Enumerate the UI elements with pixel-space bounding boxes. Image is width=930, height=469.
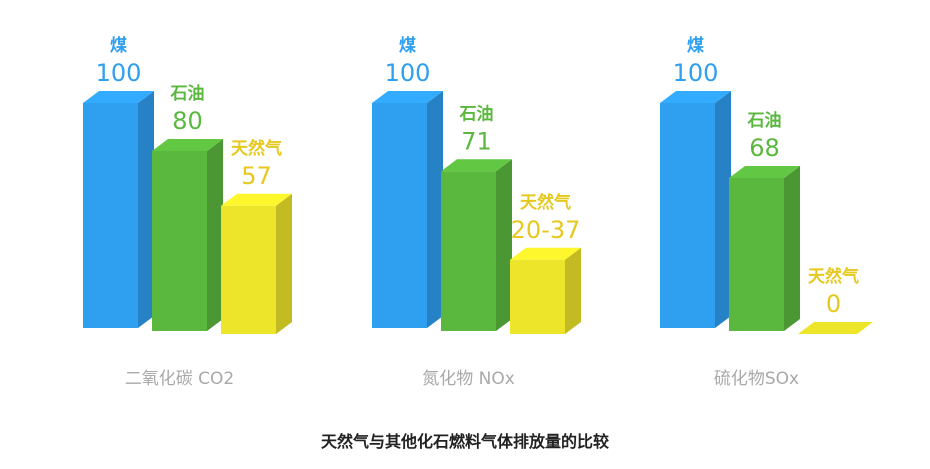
bar — [798, 322, 873, 334]
data-label: 20-37 — [511, 216, 581, 244]
data-label: 71 — [461, 127, 492, 155]
series-label: 煤 — [687, 35, 704, 56]
bar-top — [729, 166, 800, 178]
series-label: 天然气 — [520, 192, 571, 213]
bar-side — [138, 91, 154, 328]
category-label: 氮化物 NOx — [422, 369, 515, 389]
series-label: 煤 — [399, 35, 416, 56]
series-label: 天然气 — [231, 138, 282, 159]
bar-top — [221, 193, 292, 206]
data-label: 68 — [749, 134, 780, 162]
bar-side — [207, 139, 223, 331]
series-label: 天然气 — [808, 266, 859, 287]
bar-side — [496, 159, 512, 331]
category-label: 二氧化碳 CO2 — [125, 369, 234, 389]
bar-top — [660, 91, 731, 103]
bar-side — [784, 166, 800, 331]
bar-side — [276, 193, 292, 334]
data-label: 0 — [826, 290, 841, 318]
bar-top — [83, 91, 154, 103]
bar — [152, 151, 207, 331]
bar-top — [372, 91, 443, 103]
bar-side — [427, 91, 443, 328]
bar — [729, 178, 784, 331]
data-label: 100 — [96, 59, 142, 87]
bar — [660, 103, 715, 328]
bar-top — [152, 139, 223, 151]
series-label: 石油 — [170, 83, 205, 104]
bar — [221, 205, 276, 334]
data-label: 80 — [172, 107, 203, 135]
data-label: 100 — [673, 59, 719, 87]
bar-top — [510, 247, 581, 260]
bar — [441, 171, 496, 331]
bar-side — [565, 247, 581, 334]
bar — [510, 259, 565, 334]
series-label: 石油 — [747, 110, 782, 131]
bar-side — [715, 91, 731, 328]
bar — [372, 103, 427, 328]
series-label: 石油 — [459, 103, 494, 124]
series-label: 煤 — [110, 35, 127, 56]
bar-top — [441, 159, 512, 172]
category-label: 硫化物SOx — [714, 369, 799, 389]
bar — [83, 103, 138, 328]
chart-caption: 天然气与其他化石燃料气体排放量的比较 — [320, 432, 609, 451]
data-label: 100 — [385, 59, 431, 87]
data-label: 57 — [241, 162, 272, 190]
